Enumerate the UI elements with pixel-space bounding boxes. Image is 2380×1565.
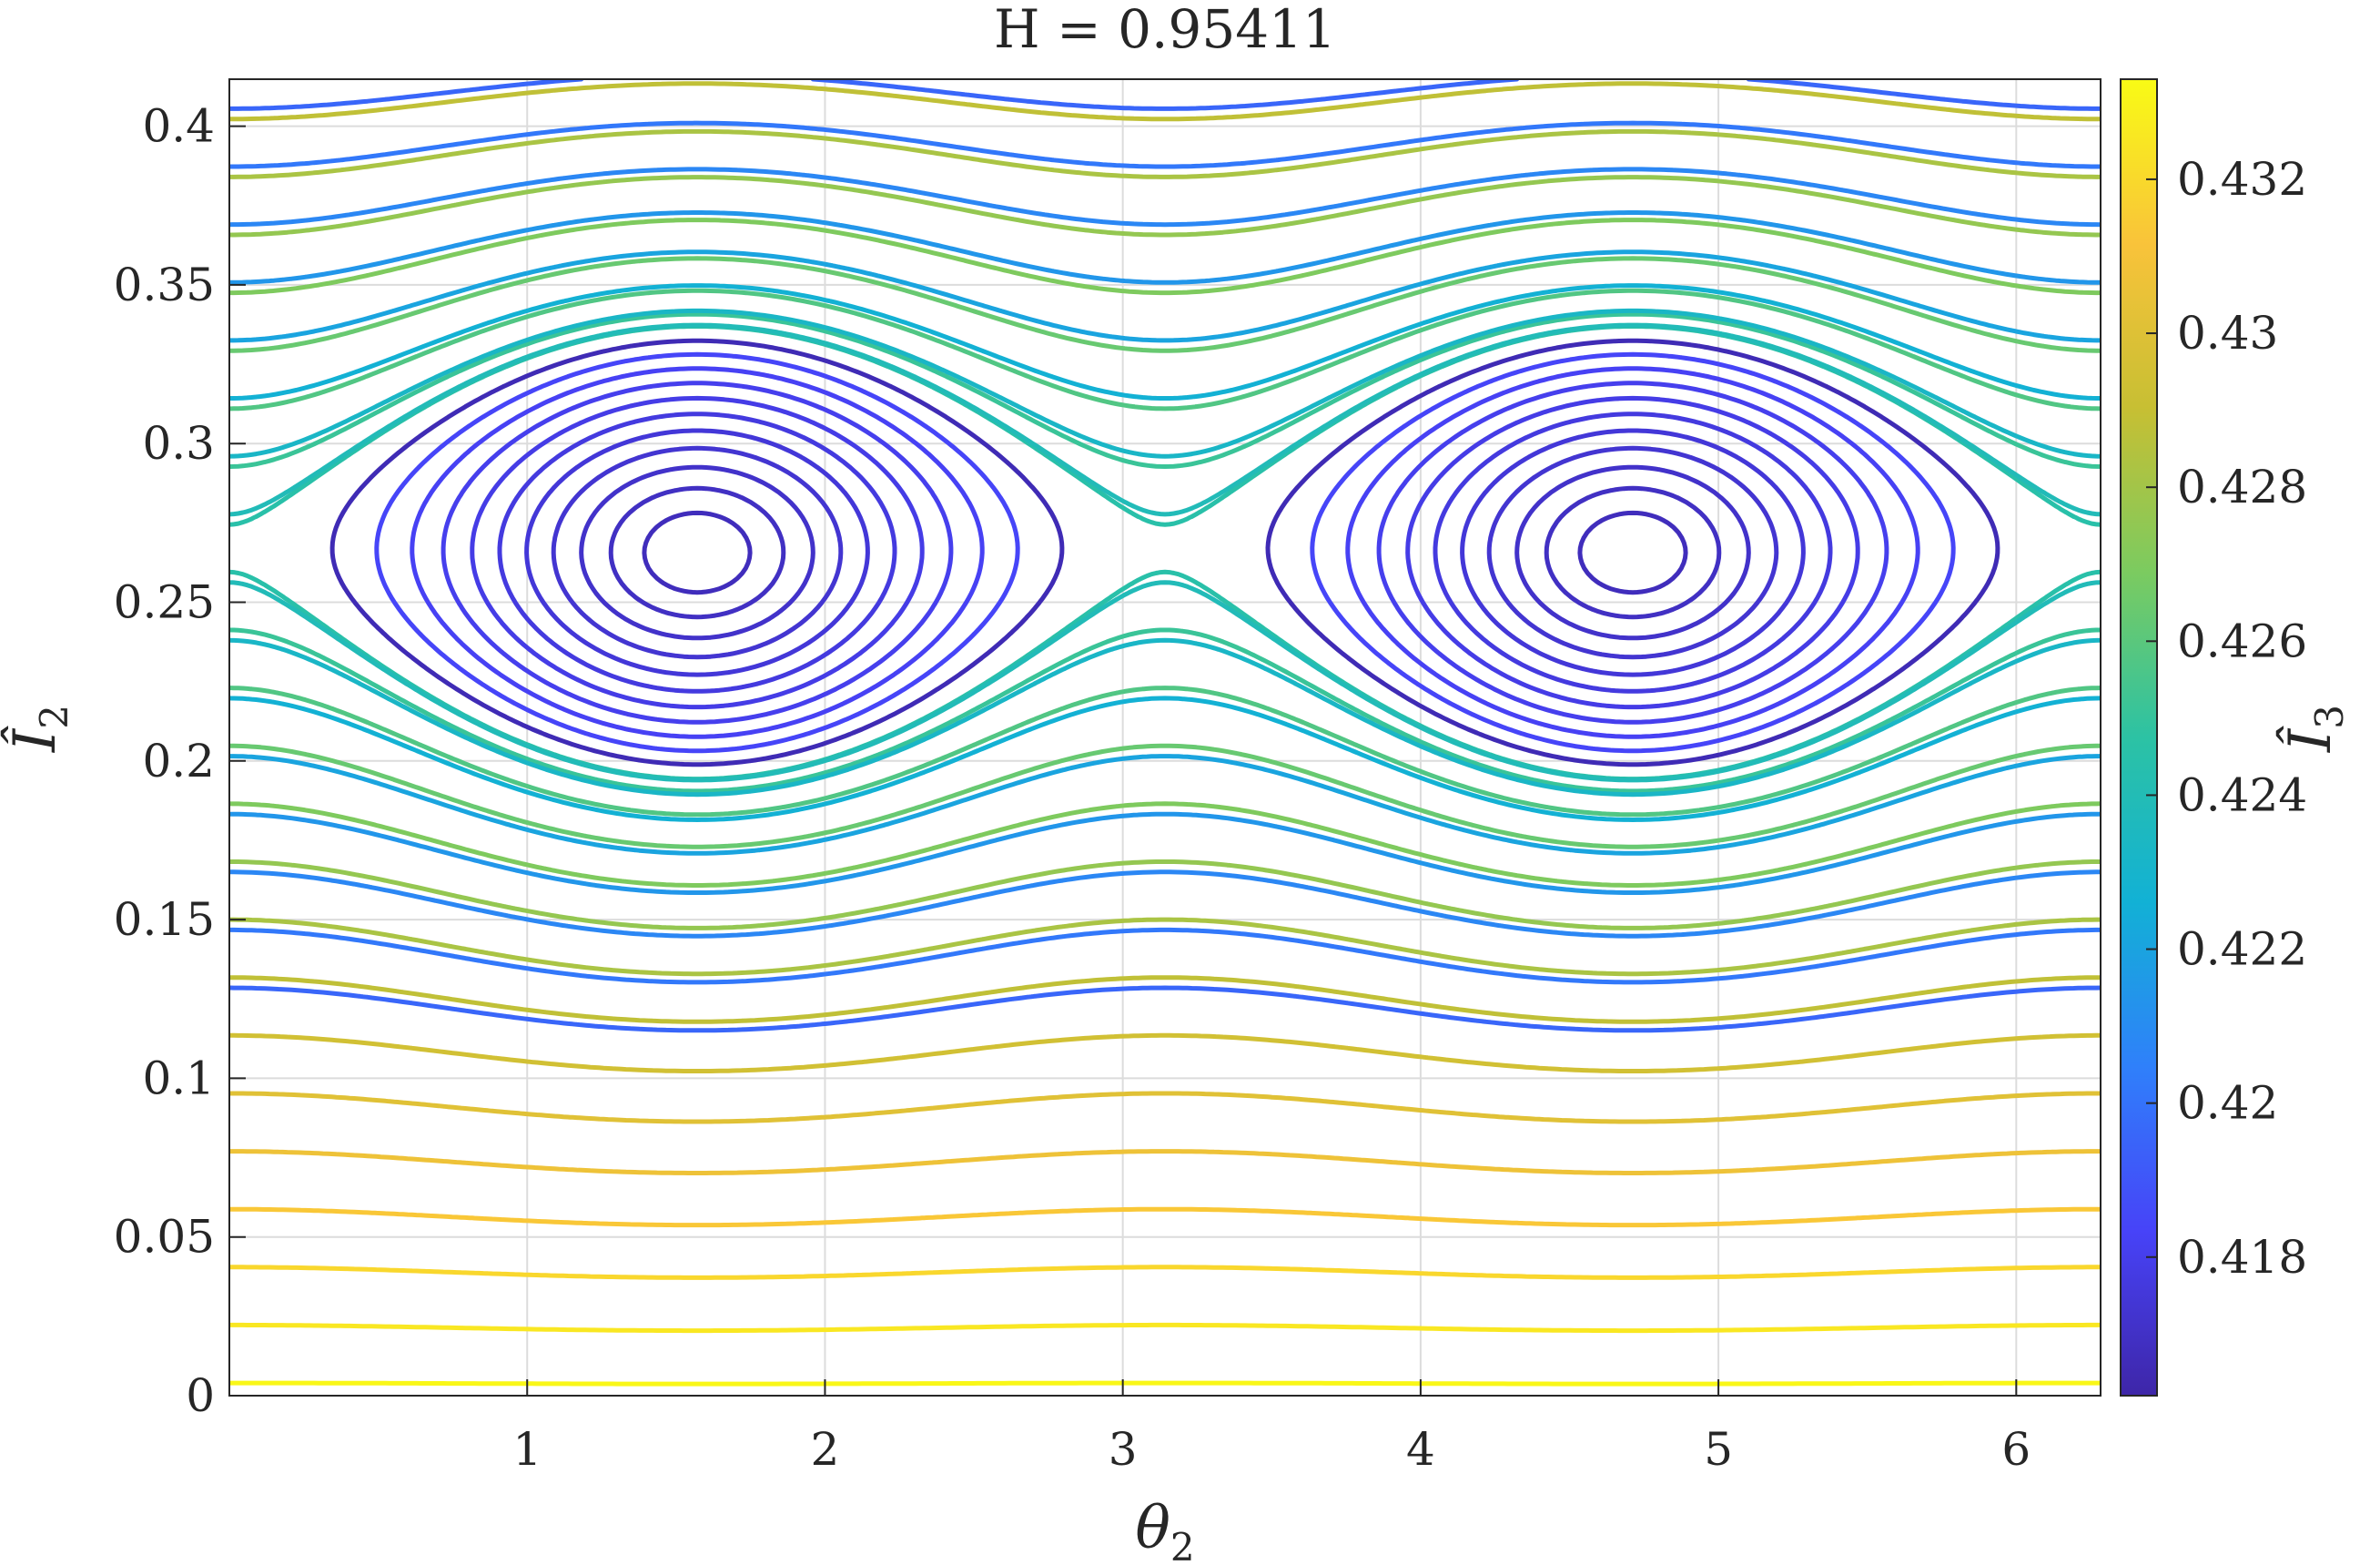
y-tick-label: 0.05 <box>114 1211 215 1264</box>
contour-curve <box>229 210 2101 895</box>
chart-title: H = 0.95411 <box>994 0 1336 60</box>
contour-curve <box>579 464 1751 641</box>
svg-text:θ2: θ2 <box>1135 1495 1194 1565</box>
svg-text:Î2: Î2 <box>1 705 76 753</box>
contour-curve <box>229 175 2101 930</box>
x-tick-label: 2 <box>811 1423 840 1476</box>
contour-curve <box>441 381 1889 725</box>
x-tick-label: 4 <box>1406 1423 1435 1476</box>
contour-curve <box>524 428 1806 677</box>
contour-curve <box>229 256 2101 849</box>
plot-area: 1 2 3 4 5 6 0 0.05 0.1 0.15 0.2 0.25 0.3 0.35 0.4 <box>114 78 2101 1476</box>
contour-curve <box>551 445 1779 660</box>
contour-curve <box>470 395 1860 710</box>
y-axis: 0 0.05 0.1 0.15 0.2 0.25 0.3 0.35 0.4 <box>114 100 246 1422</box>
y-tick-label: 0 <box>186 1369 215 1422</box>
plot-background <box>229 79 2101 1396</box>
colorbar-label: Î3 <box>2276 705 2352 753</box>
contour-curve <box>229 128 2101 977</box>
contour-curve <box>229 79 2101 1033</box>
contour-curve <box>410 366 1920 739</box>
colorbar-tick-label: 0.42 <box>2177 1077 2278 1130</box>
contour-curve <box>229 1380 2101 1387</box>
y-tick-label: 0.3 <box>142 417 215 470</box>
colorbar-scale <box>2120 78 2158 1397</box>
colorbar-tick-label: 0.428 <box>2177 461 2307 513</box>
contour-curve <box>329 338 2000 767</box>
y-tick-label: 0.35 <box>114 259 215 311</box>
contour-curve <box>229 322 2101 783</box>
colorbar-tick-label: 0.418 <box>2177 1231 2307 1284</box>
colorbar-tick-label: 0.426 <box>2177 615 2307 667</box>
contour-curve <box>229 283 2101 822</box>
contour-curve <box>229 249 2101 856</box>
colorbar-ticks: 0.418 0.42 0.422 0.424 0.426 0.428 0.43 0.432 <box>2146 153 2307 1284</box>
contour-curve <box>229 1322 2101 1334</box>
x-tick-label: 5 <box>1704 1423 1733 1476</box>
contour-curve <box>374 351 1956 754</box>
svg-text:Î3: Î3 <box>2276 705 2352 753</box>
y-tick-label: 0.4 <box>142 100 215 153</box>
y-axis-label: Î2 <box>1 705 76 753</box>
contour-curve <box>608 485 1722 620</box>
contour-curve <box>229 167 2101 939</box>
x-tick-label: 1 <box>512 1423 542 1476</box>
colorbar-tick-label: 0.422 <box>2177 923 2307 976</box>
contour-curve <box>229 1091 2101 1124</box>
contour-curve <box>229 218 2101 888</box>
contour-curve <box>229 120 2101 985</box>
contour-curve <box>229 1265 2101 1280</box>
contour-curve <box>229 1032 2101 1073</box>
contour-curve <box>642 510 1688 595</box>
contour-curve <box>229 1206 2101 1228</box>
curves <box>229 79 2101 1387</box>
plot-frame <box>228 78 2101 1397</box>
y-tick-label: 0.2 <box>142 735 215 788</box>
x-tick-label: 6 <box>2001 1423 2031 1476</box>
colorbar-tick-label: 0.432 <box>2177 153 2307 206</box>
contour-curve <box>229 308 2101 798</box>
y-tick-label: 0.15 <box>114 893 215 946</box>
contour-curve <box>229 288 2101 818</box>
contour-curve <box>229 81 2101 1024</box>
x-tick-label: 3 <box>1109 1423 1138 1476</box>
y-tick-label: 0.25 <box>114 575 215 628</box>
colorbar-tick-label: 0.43 <box>2177 307 2278 360</box>
colorbar: 0.418 0.42 0.422 0.424 0.426 0.428 0.43 0.432 Î… <box>2120 78 2352 1397</box>
contour-curve <box>229 1149 2101 1175</box>
x-axis-label: θ2 <box>1135 1495 1194 1565</box>
contour-curve <box>497 412 1833 694</box>
x-axis: 1 2 3 4 5 6 <box>512 1379 2031 1476</box>
colorbar-tick-label: 0.424 <box>2177 768 2307 821</box>
contour-curve <box>229 311 2101 794</box>
y-tick-label: 0.1 <box>142 1052 215 1104</box>
